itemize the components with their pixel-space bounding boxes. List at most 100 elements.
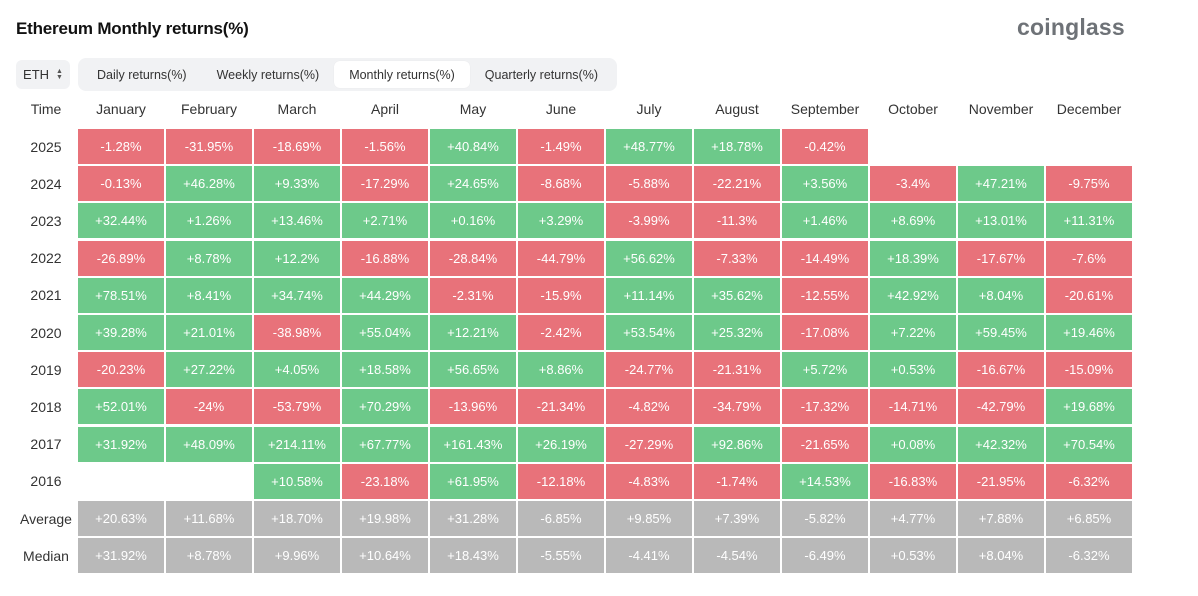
tab-quarterly-returns[interactable]: Quarterly returns(%) [484,67,599,82]
return-cell-march: +9.33% [254,166,340,202]
return-cell-february: +21.01% [166,315,252,350]
year-row-2021: 2021 +78.51% +8.41% +34.74% +44.29% -2.31% -15… [16,277,1134,314]
return-cell-july: +48.77% [606,129,692,164]
return-cell-may: +0.16% [430,203,516,239]
return-cell-july: +56.62% [606,240,692,276]
summary-row-average: Average +20.63% +11.68% +18.70% +19.98% +31.2… [16,500,1134,537]
return-cell-january: -1.28% [78,129,164,164]
row-label: 2023 [30,212,62,229]
return-cell-january: +31.92% [78,426,164,462]
return-cell-december: +11.31% [1046,203,1132,239]
return-cell-august: +7.39% [694,501,780,536]
return-cell-october: +18.39% [870,240,956,276]
return-cell-october: -3.4% [870,166,956,202]
return-cell-december: -9.75% [1046,166,1132,202]
return-cell-may: +61.95% [430,463,516,499]
return-cell-october: +7.22% [870,315,956,350]
return-cell-may: -28.84% [430,240,516,276]
coinglass-logo[interactable]: coinglass [1017,14,1125,40]
return-cell-may: +56.65% [430,352,516,388]
return-cell-march: +18.70% [254,501,340,536]
return-cell-october: +0.53% [870,538,956,574]
tab-weekly-returns[interactable]: Weekly returns(%) [216,67,320,82]
return-cell-november: +59.45% [958,315,1044,350]
return-cell-march: +34.74% [254,277,340,313]
row-label: Median [23,547,69,564]
return-cell-december: -7.6% [1046,240,1132,276]
return-cell-february: +8.78% [166,538,252,574]
return-cell-april: +44.29% [342,277,428,313]
return-cell-september: -5.82% [782,501,868,536]
return-cell-november: +47.21% [958,166,1044,202]
return-cell-september: -0.42% [782,129,868,164]
row-label: 2016 [30,473,62,490]
return-cell-september: -14.49% [782,240,868,276]
return-cell-september: +1.46% [782,203,868,239]
return-cell-july: +9.85% [606,501,692,536]
return-cell-august: -11.3% [694,203,780,239]
return-cell-june: +26.19% [518,426,604,462]
row-label: 2018 [30,398,62,415]
return-cell-june: -21.34% [518,389,604,425]
return-cell-march: +13.46% [254,203,340,239]
return-cell-december [1046,129,1132,164]
return-cell-june: -5.55% [518,538,604,574]
return-cell-june: -12.18% [518,463,604,499]
return-cell-june: -1.49% [518,129,604,164]
row-label: 2024 [30,175,62,192]
return-cell-february: +46.28% [166,166,252,202]
return-cell-february: +1.26% [166,203,252,239]
row-label: 2017 [30,436,62,453]
tab-daily-returns[interactable]: Daily returns(%) [97,67,187,82]
return-cell-july: -3.99% [606,203,692,239]
return-cell-august: +25.32% [694,315,780,350]
return-cell-march: +12.2% [254,240,340,276]
return-cell-august: +18.78% [694,129,780,164]
tab-monthly-returns[interactable]: Monthly returns(%) [334,61,470,88]
column-header-december: December [1056,101,1122,117]
return-cell-july: +11.14% [606,277,692,313]
return-cell-march: +10.58% [254,463,340,499]
return-cell-december: +70.54% [1046,426,1132,462]
return-cell-april: +2.71% [342,203,428,239]
return-cell-october [870,129,956,164]
return-cell-february: +11.68% [166,501,252,536]
return-cell-august: +92.86% [694,426,780,462]
return-cell-september: -6.49% [782,538,868,574]
return-cell-january: -26.89% [78,240,164,276]
return-cell-february: +8.41% [166,277,252,313]
column-header-february: February [180,101,238,117]
return-cell-february: +8.78% [166,240,252,276]
return-cell-october: -16.83% [870,463,956,499]
return-cell-january: +20.63% [78,501,164,536]
return-cell-august: -22.21% [694,166,780,202]
column-header-june: June [545,101,577,117]
return-cell-february [166,464,252,499]
return-cell-june: +8.86% [518,352,604,388]
year-row-2022: 2022 -26.89% +8.78% +12.2% -16.88% -28.84% -44… [16,240,1134,277]
return-cell-october: +8.69% [870,203,956,239]
return-cell-march: +9.96% [254,538,340,574]
return-cell-august: -1.74% [694,463,780,499]
row-label: 2025 [30,138,62,155]
return-cell-november: -42.79% [958,389,1044,425]
returns-period-tabs: Daily returns(%) Weekly returns(%) Month… [78,58,618,91]
year-row-2025: 2025 -1.28% -31.95% -18.69% -1.56% +40.84% -1.… [16,128,1134,165]
return-cell-march: -18.69% [254,129,340,164]
row-label: 2019 [30,361,62,378]
return-cell-february: -24% [166,389,252,425]
return-cell-january [78,464,164,499]
return-cell-may: +31.28% [430,501,516,536]
return-cell-june: -2.42% [518,315,604,350]
summary-row-median: Median +31.92% +8.78% +9.96% +10.64% +18.43% -… [16,537,1134,574]
return-cell-july: -4.82% [606,389,692,425]
return-cell-july: +53.54% [606,315,692,350]
return-cell-april: +55.04% [342,315,428,350]
return-cell-july: -4.83% [606,463,692,499]
return-cell-august: -21.31% [694,352,780,388]
return-cell-january: -20.23% [78,352,164,388]
return-cell-september: -21.65% [782,426,868,462]
return-cell-march: -38.98% [254,315,340,350]
asset-select[interactable]: ETH ▲ ▼ [16,60,70,89]
return-cell-october: +0.53% [870,352,956,388]
